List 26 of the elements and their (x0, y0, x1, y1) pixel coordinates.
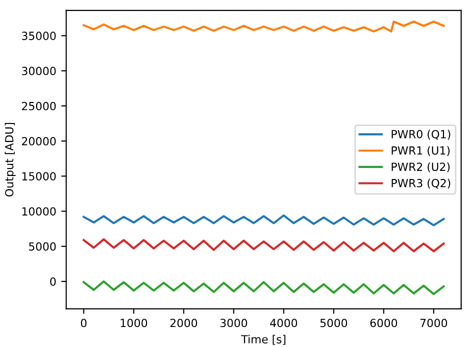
line-series (82, 238, 445, 252)
x-tick-label: 7000 (420, 318, 448, 328)
x-tick-label: 3000 (220, 318, 248, 328)
legend-label: PWR0 (Q1) (392, 130, 450, 140)
legend-label: PWR3 (Q2) (392, 178, 450, 189)
line-series (82, 280, 445, 296)
x-tick-label: 0 (80, 318, 87, 328)
legend-label: PWR1 (U1) (392, 146, 450, 156)
x-tick-label: 5000 (320, 318, 348, 328)
y-tick-label: 5000 (29, 242, 56, 251)
y-axis-title: Output [ADU] (4, 123, 16, 197)
x-tick-label: 2000 (170, 318, 198, 328)
line-series (82, 20, 445, 33)
y-tick-label: 35000 (22, 32, 56, 40)
y-tick-label: 15000 (22, 172, 56, 180)
y-tick-label: 25000 (22, 102, 56, 110)
legend-label: PWR2 (U2) (392, 162, 450, 172)
y-tick-label: 0 (50, 277, 56, 286)
y-tick-label: 30000 (22, 66, 56, 76)
x-tick-label: 6000 (370, 318, 398, 328)
y-tick-label: 10000 (22, 207, 56, 216)
x-tick-label: 1000 (120, 318, 148, 328)
line-series (82, 214, 445, 226)
x-tick-label: 4000 (270, 318, 298, 328)
x-axis-title: Time [s] (241, 334, 286, 345)
y-tick-label: 20000 (22, 136, 56, 146)
